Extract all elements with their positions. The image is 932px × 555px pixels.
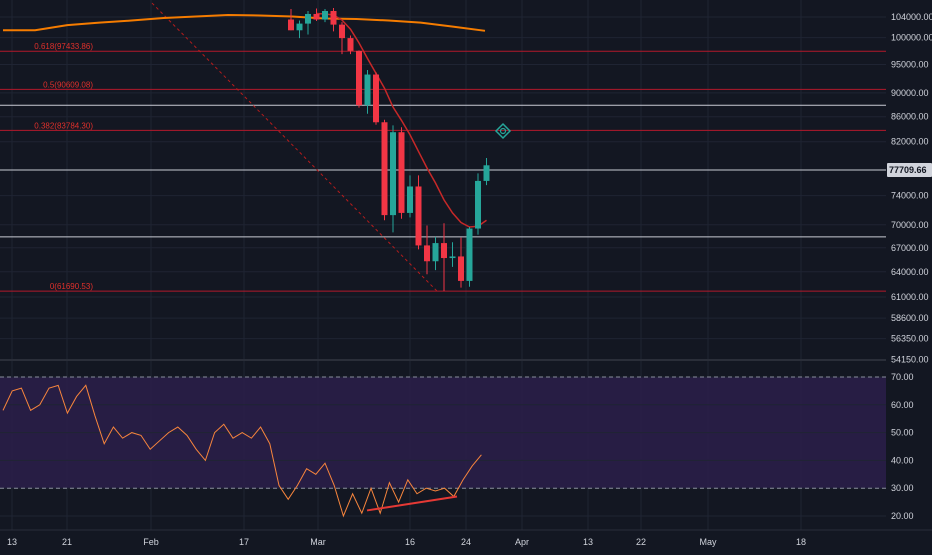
price-axis-tick-label: 54150.00 [891, 355, 929, 365]
candle-down[interactable] [347, 38, 354, 51]
price-axis-tick-label: 61000.00 [891, 292, 929, 302]
crosshair-target-icon[interactable] [494, 122, 512, 140]
candle-up[interactable] [449, 256, 456, 259]
rsi-axis-tick-label: 60.00 [891, 400, 914, 410]
candle-up[interactable] [305, 13, 311, 24]
price-axis-tick-label: 90000.00 [891, 88, 929, 98]
price-axis-tick-label: 86000.00 [891, 112, 929, 122]
rsi-line [2, 384, 482, 518]
time-axis-tick-label: 21 [62, 537, 72, 547]
candle-down[interactable] [441, 243, 447, 259]
price-axis-tick-label: 82000.00 [891, 137, 929, 147]
candle-down[interactable] [424, 245, 430, 262]
price-axis-tick-label: 67000.00 [891, 243, 929, 253]
candle-down[interactable] [415, 186, 422, 246]
candle-up[interactable] [390, 132, 396, 216]
candle-down[interactable] [330, 10, 337, 25]
rsi-axis-tick-label: 40.00 [891, 455, 914, 465]
time-axis-tick-label: Feb [143, 537, 159, 547]
moving-average-long [3, 13, 486, 32]
time-axis-tick-label: 18 [796, 537, 806, 547]
price-axis-tick-label: 64000.00 [891, 267, 929, 277]
candle-down[interactable] [288, 19, 294, 31]
candle-down[interactable] [313, 13, 320, 20]
price-axis-tick-label: 100000.00 [891, 33, 932, 43]
rsi-axis-tick-label: 50.00 [891, 428, 914, 438]
crosshair-target-center [499, 127, 507, 135]
candle-down[interactable] [398, 132, 405, 213]
current-price-tag [887, 162, 932, 177]
price-axis-tick-label: 70000.00 [891, 220, 929, 230]
rsi-axis-tick-label: 70.00 [891, 372, 914, 382]
candle-down[interactable] [339, 24, 345, 39]
price-axis-tick-label: 56350.00 [891, 334, 929, 344]
candle-up[interactable] [364, 74, 371, 106]
time-axis-tick-label: 22 [636, 537, 646, 547]
current-price-label: 77709.66 [889, 165, 927, 175]
fib-level-label: 0(61690.53) [50, 282, 93, 291]
time-axis-tick-label: 16 [405, 537, 415, 547]
fib-level-label: 0.382(83784.30) [34, 121, 93, 130]
fib-level-label: 0.5(90609.08) [43, 80, 93, 89]
fib-level-label: 0.618(97433.86) [34, 42, 93, 51]
price-axis-tick-label: 74000.00 [891, 191, 929, 201]
time-axis-tick-label: 17 [239, 537, 249, 547]
trendline[interactable] [151, 2, 438, 292]
price-axis-tick-label: 95000.00 [891, 60, 929, 70]
candle-down[interactable] [381, 122, 388, 216]
candle-up[interactable] [483, 165, 490, 181]
price-axis-tick-label: 104000.00 [891, 12, 932, 22]
time-axis-tick-label: 24 [461, 537, 471, 547]
candle-down[interactable] [356, 50, 362, 106]
price-axis-panel [886, 0, 932, 550]
moving-average-short [316, 12, 487, 228]
rsi-divergence-line[interactable] [366, 495, 458, 512]
candle-down[interactable] [373, 74, 379, 123]
candle-down[interactable] [458, 256, 464, 281]
time-axis-tick-label: Apr [515, 537, 529, 547]
candle-up[interactable] [322, 10, 328, 20]
candle-up[interactable] [432, 243, 439, 262]
candle-up[interactable] [296, 23, 303, 31]
price-axis-tick-label: 58600.00 [891, 313, 929, 323]
time-axis-tick-label: Mar [310, 537, 326, 547]
rsi-axis-tick-label: 20.00 [891, 511, 914, 521]
rsi-axis-tick-label: 30.00 [891, 483, 914, 493]
time-axis-tick-label: 13 [583, 537, 593, 547]
time-axis-tick-label: May [699, 537, 717, 547]
candle-up[interactable] [466, 228, 473, 281]
candle-up[interactable] [475, 180, 481, 229]
candle-up[interactable] [407, 186, 413, 213]
time-axis-tick-label: 13 [7, 537, 17, 547]
